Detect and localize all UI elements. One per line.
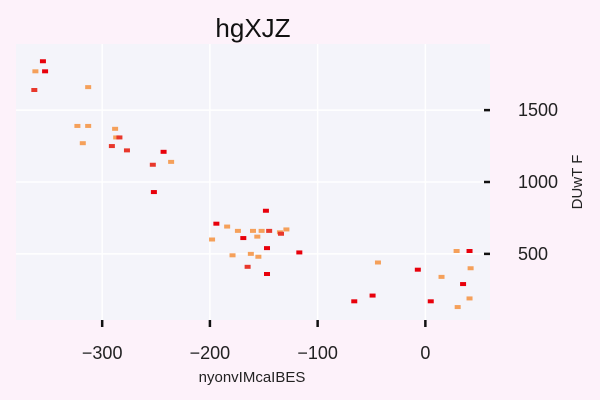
data-point xyxy=(74,123,81,128)
data-point xyxy=(244,264,251,269)
data-point xyxy=(351,299,358,304)
data-point xyxy=(255,254,262,259)
x-axis-label: nyonvIMcaIBES xyxy=(199,369,306,386)
data-point xyxy=(453,249,460,253)
data-point xyxy=(85,123,92,128)
data-points xyxy=(31,59,474,310)
data-point xyxy=(108,144,115,149)
data-point xyxy=(369,293,376,298)
y-tick-label: 500 xyxy=(518,244,548,264)
data-point xyxy=(414,267,421,272)
data-point xyxy=(466,296,473,301)
data-point xyxy=(150,190,157,195)
data-point xyxy=(79,141,86,146)
data-point xyxy=(213,221,220,226)
y-axis: 500 1000 1500 xyxy=(484,100,558,264)
data-point xyxy=(250,228,256,233)
data-point xyxy=(258,228,265,233)
y-axis-label: DUwT F xyxy=(569,155,586,210)
data-point xyxy=(262,208,269,213)
data-point xyxy=(32,69,39,74)
data-point xyxy=(374,260,381,265)
data-point xyxy=(116,135,123,140)
data-point xyxy=(224,224,231,229)
y-tick-label: 1500 xyxy=(518,100,558,120)
data-point xyxy=(247,251,254,256)
data-point xyxy=(283,227,290,232)
data-point xyxy=(296,250,303,255)
data-point xyxy=(466,249,473,253)
data-point xyxy=(31,88,38,92)
data-point xyxy=(278,231,285,236)
data-point xyxy=(229,253,236,258)
data-point xyxy=(266,228,273,233)
x-axis: −300 −200 −100 0 xyxy=(82,320,430,363)
data-point xyxy=(467,266,474,271)
data-point xyxy=(460,282,467,287)
grid-lines xyxy=(16,44,490,320)
data-point xyxy=(427,299,434,304)
data-point xyxy=(113,135,120,140)
data-point xyxy=(149,162,156,167)
data-point xyxy=(160,149,167,154)
data-point xyxy=(42,69,49,74)
data-point xyxy=(112,126,119,131)
data-point xyxy=(168,159,175,164)
chart-title: hgXJZ xyxy=(215,13,290,43)
x-tick-label: −100 xyxy=(297,343,338,363)
x-tick-label: −200 xyxy=(190,343,231,363)
data-point xyxy=(123,148,130,153)
data-point xyxy=(264,246,271,251)
x-tick-label: −300 xyxy=(82,343,123,363)
data-point xyxy=(85,85,92,90)
data-point xyxy=(39,59,46,64)
data-point xyxy=(209,237,216,242)
data-point xyxy=(234,228,241,233)
y-tick-label: 1000 xyxy=(518,172,558,192)
x-tick-label: 0 xyxy=(420,343,430,363)
data-point xyxy=(264,272,271,276)
data-point xyxy=(240,236,247,241)
data-point xyxy=(454,305,461,310)
data-point xyxy=(254,234,261,239)
data-point xyxy=(438,274,445,279)
